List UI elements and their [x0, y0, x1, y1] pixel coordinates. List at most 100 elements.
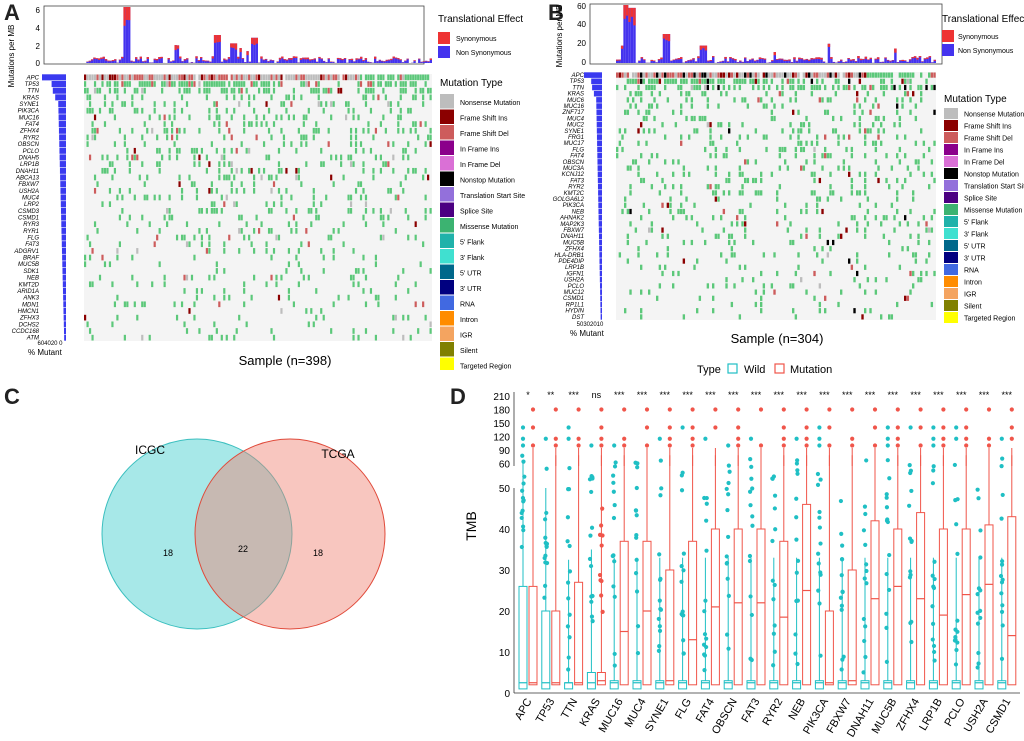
wild-point — [634, 589, 640, 594]
mutation-cell — [648, 84, 651, 91]
wild-point — [519, 510, 524, 516]
mutation-cell — [265, 154, 268, 161]
mutation-cell — [208, 114, 211, 121]
mutation-cell — [116, 248, 119, 254]
mutation-cell — [685, 215, 688, 221]
mutation-cell — [712, 78, 715, 84]
mutation-cell — [203, 81, 206, 87]
boxplot-group — [928, 407, 948, 690]
wild-point — [726, 534, 731, 540]
mutation-cell — [238, 248, 241, 254]
mutation-cell — [712, 140, 715, 146]
tmb-bar-synonymous — [97, 58, 101, 60]
mutant-bar — [62, 287, 66, 294]
mutation-cell — [180, 194, 184, 201]
mutation-cell — [312, 74, 315, 81]
mutation-cell — [864, 264, 867, 270]
mutation-cell — [270, 254, 273, 261]
mutation-cell — [648, 227, 651, 233]
mutation-cell — [696, 72, 699, 78]
mutation-cell — [133, 107, 136, 114]
mutant-bar — [596, 115, 602, 122]
mutation-cell — [650, 184, 654, 190]
mutation-cell — [101, 201, 104, 207]
mutation-type-swatch — [944, 120, 958, 131]
mutation-outlier — [553, 407, 558, 412]
mutation-type-label: In Frame Ins — [964, 147, 1004, 154]
significance-label: *** — [796, 390, 807, 400]
tmb-bar — [694, 61, 698, 63]
mutation-cell — [265, 101, 268, 107]
mutation-cell — [275, 234, 278, 241]
mutation-cell — [733, 97, 736, 103]
mutation-cell — [190, 147, 194, 154]
mutation-cell — [805, 202, 808, 208]
mutation-cell — [757, 190, 760, 196]
tmb-bar-synonymous — [288, 58, 291, 60]
mutation-cell — [661, 72, 664, 78]
tmb-bar-synonymous — [652, 60, 656, 62]
mutation-cell — [824, 109, 827, 115]
mutation-cell — [111, 74, 114, 81]
mutation-cell — [624, 196, 627, 202]
mutation-cell — [690, 103, 694, 109]
mutation-type-label: 5' Flank — [460, 239, 485, 246]
mutation-cell — [826, 153, 830, 159]
wild-point — [815, 471, 821, 477]
gene-label: MUC16 — [564, 104, 585, 110]
mutation-outlier — [530, 407, 536, 412]
mutation-cell — [347, 194, 350, 201]
mutation-cell — [407, 74, 410, 81]
mutation-cell — [789, 84, 792, 91]
wild-outlier — [612, 443, 617, 448]
mutation-cell — [387, 101, 390, 107]
mutation-cell — [853, 103, 856, 109]
tmb-bar — [628, 7, 631, 63]
mutation-cell — [141, 214, 144, 221]
mutation-cell — [738, 314, 742, 320]
mutation-cell — [384, 81, 387, 87]
mutation-cell — [728, 84, 731, 91]
mutation-type-label: In Frame Del — [964, 159, 1005, 166]
mutation-cell — [419, 74, 422, 81]
mutant-bar — [597, 165, 602, 171]
mutation-cell — [429, 268, 432, 274]
mutation-cell — [248, 234, 251, 241]
mutant-bar — [597, 152, 602, 159]
mutation-cell — [429, 87, 432, 94]
mutation-cell — [349, 127, 353, 134]
mutation-cell — [733, 252, 736, 258]
tmb-bar-synonymous — [876, 57, 880, 60]
mutation-cell — [295, 174, 298, 181]
mutation-cell — [215, 101, 218, 107]
mutation-cell — [121, 81, 124, 87]
tmb-bar — [638, 60, 641, 63]
mutation-cell — [682, 314, 686, 320]
tmb-bar — [118, 59, 122, 63]
mutation-cell — [317, 101, 320, 107]
tmb-bar — [928, 56, 932, 63]
mutation-cell — [163, 81, 166, 87]
mutation-cell — [297, 127, 300, 134]
mutation-cell — [682, 72, 686, 78]
mutant-bar — [596, 97, 602, 103]
tmb-bar-synonymous — [630, 7, 634, 17]
mutation-cell — [322, 314, 325, 321]
tmb-bar — [104, 59, 108, 63]
mutation-cell — [228, 127, 231, 134]
mutation-cell — [866, 72, 870, 78]
mutation-cell — [672, 78, 675, 84]
tmb-bar-synonymous — [204, 60, 207, 62]
mutation-cell — [781, 103, 784, 109]
mutation-cell — [661, 177, 664, 184]
mutation-cell — [930, 215, 934, 221]
bar-ylabel-a: Mutations per MB — [7, 25, 16, 88]
mutation-cell — [888, 314, 891, 320]
tmb-bar — [174, 45, 177, 63]
wild-point — [794, 515, 799, 520]
tmb-bar-synonymous — [302, 57, 305, 59]
boxplot-group — [951, 407, 971, 690]
mutation-cell — [372, 87, 375, 94]
mutant-bar — [63, 301, 66, 308]
mutation-cell — [648, 103, 651, 109]
